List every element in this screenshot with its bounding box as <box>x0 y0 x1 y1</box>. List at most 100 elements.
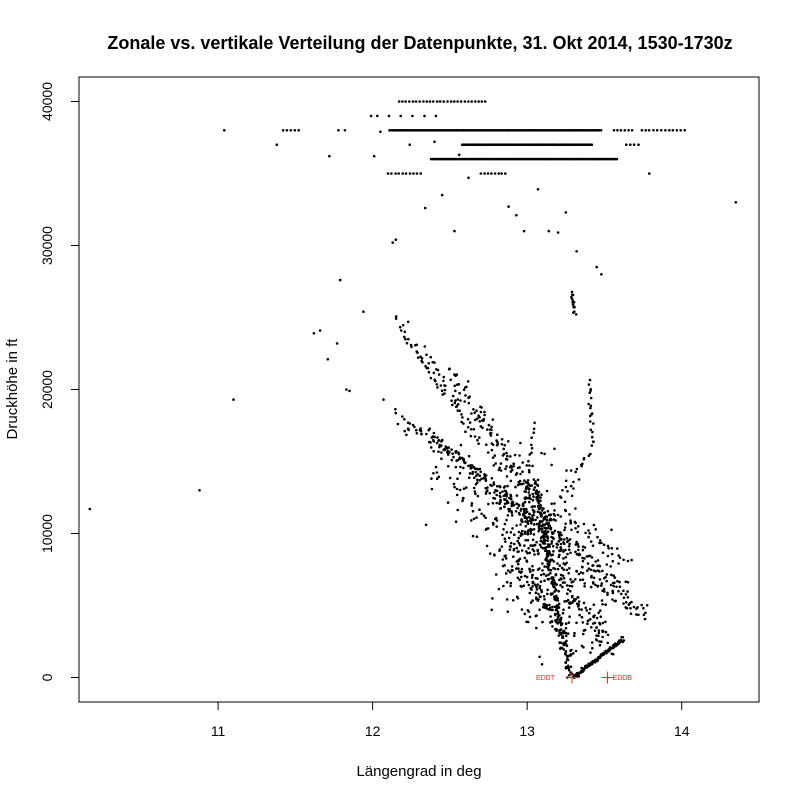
data-point <box>629 143 632 146</box>
data-point <box>538 655 541 659</box>
data-point <box>478 474 482 478</box>
data-point <box>522 584 526 587</box>
data-point <box>583 557 586 560</box>
data-point <box>415 172 419 175</box>
data-point <box>589 540 593 543</box>
data-point <box>403 429 407 433</box>
data-point <box>498 549 501 552</box>
data-point <box>425 353 428 357</box>
data-point <box>562 577 566 580</box>
data-point <box>547 522 551 525</box>
data-point <box>557 540 561 543</box>
data-point <box>664 129 667 132</box>
data-point <box>523 530 527 534</box>
data-point <box>539 496 542 499</box>
data-point <box>503 485 507 488</box>
data-point <box>547 568 551 572</box>
data-point <box>528 157 531 161</box>
data-point <box>293 129 297 132</box>
data-point <box>425 129 428 132</box>
data-point <box>600 273 603 276</box>
data-point <box>569 601 572 604</box>
data-point <box>484 143 487 146</box>
data-point <box>645 604 649 607</box>
data-point <box>588 532 591 535</box>
data-point <box>536 583 539 586</box>
data-point <box>528 453 531 456</box>
data-point <box>520 585 523 588</box>
data-point <box>414 100 418 103</box>
data-point <box>517 536 520 540</box>
data-point <box>429 441 432 444</box>
data-point <box>561 585 564 589</box>
data-point <box>613 581 616 585</box>
data-point <box>555 546 559 549</box>
data-point <box>483 100 487 103</box>
data-point <box>478 508 481 512</box>
data-point <box>462 487 466 491</box>
data-point <box>544 539 547 542</box>
data-point <box>523 500 527 504</box>
data-point <box>437 373 441 376</box>
data-point <box>425 432 428 436</box>
data-point <box>505 580 509 584</box>
data-point <box>575 621 578 625</box>
data-point <box>404 337 407 341</box>
data-point <box>600 584 603 587</box>
data-point <box>605 563 609 566</box>
data-point <box>570 528 573 532</box>
data-point <box>553 585 556 589</box>
data-point <box>555 627 558 631</box>
data-point <box>586 619 590 623</box>
data-point <box>550 558 554 562</box>
data-point <box>554 582 557 586</box>
data-point <box>507 205 510 208</box>
data-point <box>558 534 561 538</box>
data-point <box>515 524 518 527</box>
data-point <box>490 448 494 452</box>
data-point <box>487 502 490 506</box>
data-point <box>473 411 477 415</box>
data-point <box>556 543 559 546</box>
data-point <box>470 100 474 103</box>
data-point <box>574 470 577 474</box>
data-point <box>386 172 390 175</box>
data-point <box>554 588 558 591</box>
data-point <box>494 462 498 465</box>
data-point <box>458 391 461 395</box>
data-point <box>546 554 550 557</box>
data-point <box>599 129 603 132</box>
data-point <box>675 129 679 132</box>
data-point <box>508 548 512 551</box>
data-point <box>610 552 614 556</box>
data-point <box>452 482 456 486</box>
data-point <box>582 629 586 632</box>
data-point <box>570 595 574 599</box>
data-point <box>542 507 545 510</box>
data-point <box>524 538 527 542</box>
data-point <box>609 583 613 587</box>
data-point <box>416 356 420 360</box>
data-point <box>516 576 520 580</box>
data-point <box>601 569 604 573</box>
data-point <box>566 598 570 602</box>
data-point <box>652 129 655 132</box>
data-point <box>533 421 536 425</box>
data-point <box>531 599 534 602</box>
data-point <box>655 129 659 132</box>
data-point <box>556 596 559 600</box>
data-point <box>454 520 458 523</box>
data-point <box>545 143 548 146</box>
data-point <box>559 617 563 621</box>
data-point <box>543 579 546 582</box>
data-point <box>564 626 568 630</box>
data-point <box>500 438 504 441</box>
data-point <box>636 606 639 609</box>
data-point <box>589 157 592 161</box>
data-point <box>559 577 563 580</box>
data-point <box>581 565 584 569</box>
data-point <box>446 129 450 132</box>
data-point <box>553 605 557 609</box>
data-point <box>549 526 553 530</box>
data-point <box>415 343 419 347</box>
